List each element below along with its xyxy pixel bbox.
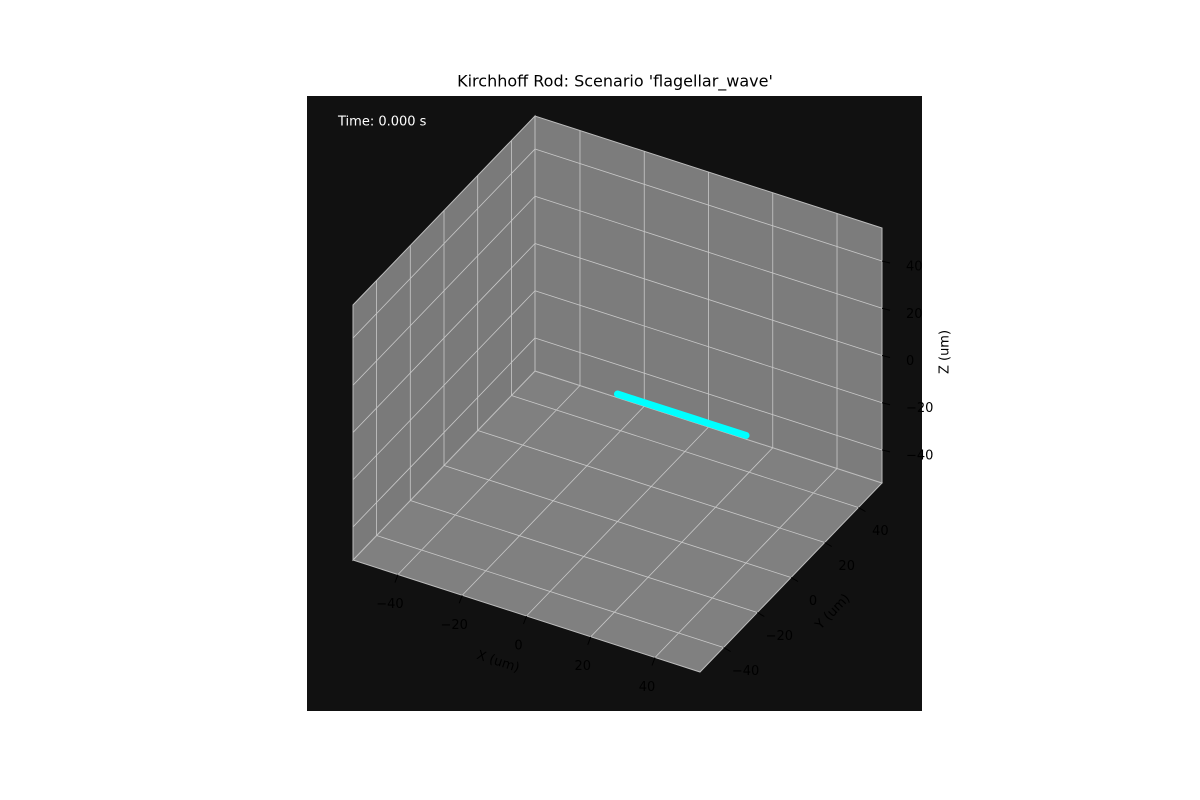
y-tick	[723, 647, 731, 652]
z-tick	[881, 307, 891, 311]
x-tick	[523, 615, 527, 625]
y-grid-line	[511, 395, 859, 508]
z-grid-line	[534, 243, 883, 356]
z-tick	[881, 260, 891, 264]
tick-label: 0	[906, 354, 914, 369]
y-tick	[757, 612, 765, 617]
y-grid-line	[376, 535, 724, 648]
x-tick	[458, 595, 463, 604]
tick-label: 0	[809, 594, 817, 609]
grid	[352, 130, 883, 658]
z-tick	[881, 449, 891, 453]
tick-label: 20	[838, 559, 855, 574]
z-grid-line	[352, 337, 536, 528]
z-grid-line	[534, 337, 883, 451]
tick-label: 20	[574, 659, 591, 674]
y-tick	[824, 542, 832, 547]
x-tick	[394, 574, 399, 583]
z-grid-line	[352, 290, 536, 480]
z-tick	[881, 402, 891, 406]
tick-label: 20	[906, 307, 923, 322]
y-tick	[858, 507, 866, 512]
z-grid-line	[352, 243, 536, 433]
tick-label: −40	[376, 597, 403, 612]
time-annotation: Time: 0.000 s	[337, 115, 427, 130]
tick-label: 0	[514, 639, 522, 654]
z-tick	[881, 355, 891, 358]
y-grid-line	[410, 500, 758, 613]
x-tick	[587, 636, 592, 645]
z-grid-line	[534, 148, 883, 262]
y-grid-line	[443, 465, 792, 578]
plot	[614, 390, 750, 439]
tick-label: −40	[732, 664, 759, 679]
rod	[614, 390, 750, 439]
z-grid-line	[352, 196, 536, 386]
chart-title: Kirchhoff Rod: Scenario 'flagellar_wave'	[457, 72, 773, 92]
tick-label: 40	[639, 680, 656, 695]
tick-label: −20	[766, 629, 793, 644]
y-grid-line	[477, 430, 825, 543]
tick-label: 40	[872, 524, 889, 539]
tick-label: −20	[441, 618, 468, 633]
tick-label: −20	[906, 401, 933, 416]
y-tick	[790, 577, 799, 582]
z-grid-line	[352, 148, 536, 339]
z-grid-line	[534, 195, 883, 309]
z-axis-label: Z (um)	[938, 330, 953, 374]
tick-label: −40	[906, 448, 933, 463]
tick-label: 40	[906, 260, 923, 275]
x-tick	[651, 657, 656, 666]
z-grid-line	[534, 290, 883, 404]
